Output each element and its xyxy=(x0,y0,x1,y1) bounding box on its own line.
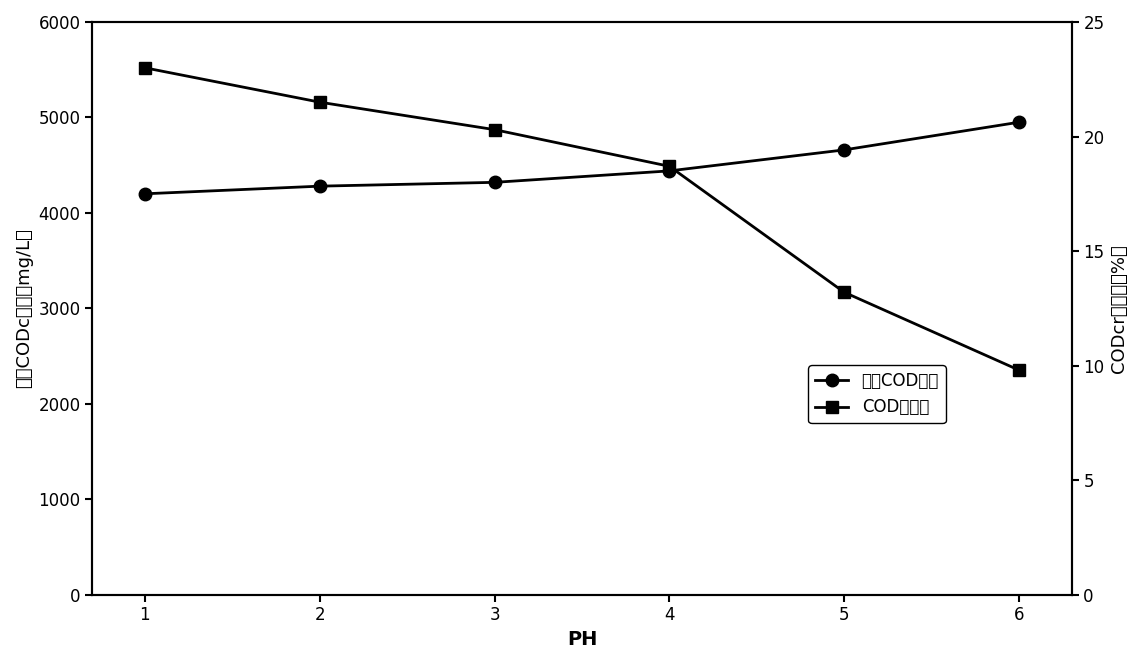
Line: COD去除率: COD去除率 xyxy=(138,62,1025,376)
COD去除率 xyxy=(313,98,327,106)
COD去除率 xyxy=(138,64,152,72)
出水COD浓度 xyxy=(138,190,152,198)
出水COD浓度 xyxy=(1013,118,1026,126)
Legend: 出水COD浓度, COD去除率: 出水COD浓度, COD去除率 xyxy=(808,365,945,423)
X-axis label: PH: PH xyxy=(567,630,597,649)
COD去除率 xyxy=(488,125,502,133)
COD去除率 xyxy=(1013,366,1026,374)
Line: 出水COD浓度: 出水COD浓度 xyxy=(138,116,1025,200)
出水COD浓度 xyxy=(663,167,677,175)
COD去除率 xyxy=(838,288,852,296)
出水COD浓度 xyxy=(838,146,852,154)
Y-axis label: 出水CODc浓度（mg/L）: 出水CODc浓度（mg/L） xyxy=(15,228,33,388)
COD去除率 xyxy=(663,162,677,170)
Y-axis label: CODcr去除率（%）: CODcr去除率（%） xyxy=(1110,244,1128,373)
出水COD浓度 xyxy=(313,182,327,190)
出水COD浓度 xyxy=(488,179,502,187)
